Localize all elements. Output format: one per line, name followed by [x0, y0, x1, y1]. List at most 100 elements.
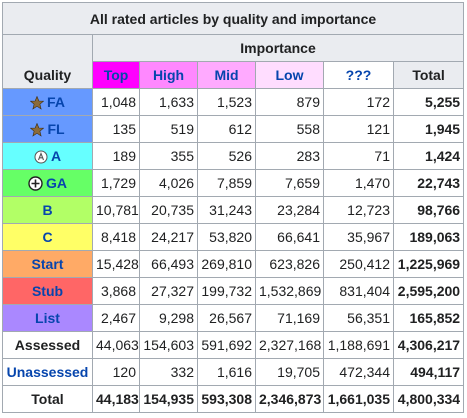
table-row: Unassessed 120 332 1,616 19,705 472,344 494,11…	[2, 358, 465, 386]
value-cell: 269,810	[197, 250, 256, 278]
table-row: Total 44,183 154,935 593,308 2,346,873 1,661,…	[2, 385, 465, 413]
value-cell: 623,826	[255, 250, 324, 278]
table-row: C 8,418 24,217 53,820 66,641 35,967 189,063	[2, 223, 465, 251]
value-cell: 7,659	[255, 169, 324, 197]
quality-label[interactable]: Stub	[31, 283, 64, 299]
value-cell: 332	[139, 358, 198, 386]
value-cell: 189,063	[392, 223, 465, 251]
column-link[interactable]: Top	[103, 67, 129, 83]
value-cell: 2,595,200	[392, 277, 465, 305]
value-cell: 1,470	[323, 169, 394, 197]
value-cell: 526	[197, 142, 256, 170]
value-cell: 4,026	[139, 169, 198, 197]
table-title: All rated articles by quality and import…	[1, 2, 465, 35]
quality-cell: FA	[2, 88, 93, 116]
table-row: Start 15,428 66,493 269,810 623,826 250,412 1,…	[2, 250, 465, 278]
value-cell: 879	[255, 88, 324, 116]
quality-label[interactable]: C	[42, 229, 53, 245]
quality-label: Assessed	[14, 337, 81, 353]
value-cell: 1,633	[139, 88, 198, 116]
quality-cell: GA	[2, 169, 93, 197]
value-cell: 27,327	[139, 277, 198, 305]
value-cell: 283	[255, 142, 324, 170]
quality-cell: C	[2, 223, 93, 251]
quality-cell: FL	[2, 115, 93, 143]
value-cell: 472,344	[323, 358, 394, 386]
table-row: A 189 355 526 283 71 1,424	[2, 142, 465, 170]
value-cell: 121	[323, 115, 394, 143]
quality-label[interactable]: Start	[31, 256, 64, 272]
value-cell: 19,705	[255, 358, 324, 386]
value-cell: 2,327,168	[255, 331, 324, 359]
quality-label[interactable]: List	[35, 310, 60, 326]
value-cell: 8,418	[92, 223, 140, 251]
value-cell: 519	[139, 115, 198, 143]
value-cell: 26,567	[197, 304, 256, 332]
column-header: High	[139, 61, 198, 89]
value-cell: 154,603	[139, 331, 198, 359]
value-cell: 56,351	[323, 304, 394, 332]
column-link[interactable]: ???	[345, 67, 372, 83]
table-row: FL 135 519 612 558 121 1,945	[2, 115, 465, 143]
column-link[interactable]: Mid	[214, 67, 239, 83]
quality-label: Total	[31, 391, 64, 407]
value-cell: 1,424	[392, 142, 465, 170]
value-cell: 22,743	[392, 169, 465, 197]
value-cell: 1,188,691	[323, 331, 394, 359]
quality-icon	[28, 175, 46, 191]
value-cell: 172	[323, 88, 394, 116]
value-cell: 1,523	[197, 88, 256, 116]
value-cell: 15,428	[92, 250, 140, 278]
quality-icon	[30, 121, 47, 137]
column-link[interactable]: High	[152, 67, 185, 83]
column-header: Low	[255, 61, 324, 89]
quality-label[interactable]: FA	[47, 94, 65, 110]
value-cell: 593,308	[197, 385, 256, 413]
value-cell: 2,467	[92, 304, 140, 332]
column-header: Top	[92, 61, 140, 89]
table-row: GA 1,729 4,026 7,859 7,659 1,470 22,743	[2, 169, 465, 197]
value-cell: 612	[197, 115, 256, 143]
importance-header: Importance	[91, 34, 465, 62]
quality-label[interactable]: B	[42, 202, 53, 218]
quality-label[interactable]: Unassessed	[6, 364, 89, 380]
quality-label[interactable]: FL	[47, 121, 65, 137]
table-body: FA 1,048 1,633 1,523 879 172 5,255 FL 135 519 612 5…	[2, 88, 465, 413]
quality-label[interactable]: GA	[46, 175, 67, 191]
value-cell: 154,935	[139, 385, 198, 413]
value-cell: 1,945	[392, 115, 465, 143]
quality-cell: A	[2, 142, 93, 170]
value-cell: 165,852	[392, 304, 465, 332]
quality-label[interactable]: A	[50, 148, 62, 164]
table-row: Assessed 44,063 154,603 591,692 2,327,168 1,1…	[2, 331, 465, 359]
table-row: FA 1,048 1,633 1,523 879 172 5,255	[2, 88, 465, 116]
value-cell: 120	[92, 358, 140, 386]
quality-icon	[34, 148, 51, 164]
value-cell: 24,217	[139, 223, 198, 251]
value-cell: 355	[139, 142, 198, 170]
quality-cell: List	[2, 304, 93, 332]
value-cell: 591,692	[197, 331, 256, 359]
value-cell: 250,412	[323, 250, 394, 278]
table-row: B 10,781 20,735 31,243 23,284 12,723 98,766	[2, 196, 465, 224]
column-link[interactable]: Low	[275, 67, 304, 83]
quality-cell: Unassessed	[2, 358, 93, 386]
value-cell: 44,063	[92, 331, 140, 359]
value-cell: 20,735	[139, 196, 198, 224]
value-cell: 23,284	[255, 196, 324, 224]
assessment-table: All rated articles by quality and import…	[1, 2, 465, 413]
quality-icon	[29, 94, 47, 110]
value-cell: 2,346,873	[255, 385, 324, 413]
value-cell: 1,661,035	[323, 385, 394, 413]
value-cell: 1,225,969	[392, 250, 465, 278]
value-cell: 12,723	[323, 196, 394, 224]
value-cell: 4,800,334	[392, 385, 465, 413]
value-cell: 66,641	[255, 223, 324, 251]
value-cell: 35,967	[323, 223, 394, 251]
quality-cell: Assessed	[2, 331, 93, 359]
value-cell: 1,532,869	[255, 277, 324, 305]
value-cell: 71,169	[255, 304, 324, 332]
quality-cell: Total	[2, 385, 93, 413]
value-cell: 135	[92, 115, 140, 143]
